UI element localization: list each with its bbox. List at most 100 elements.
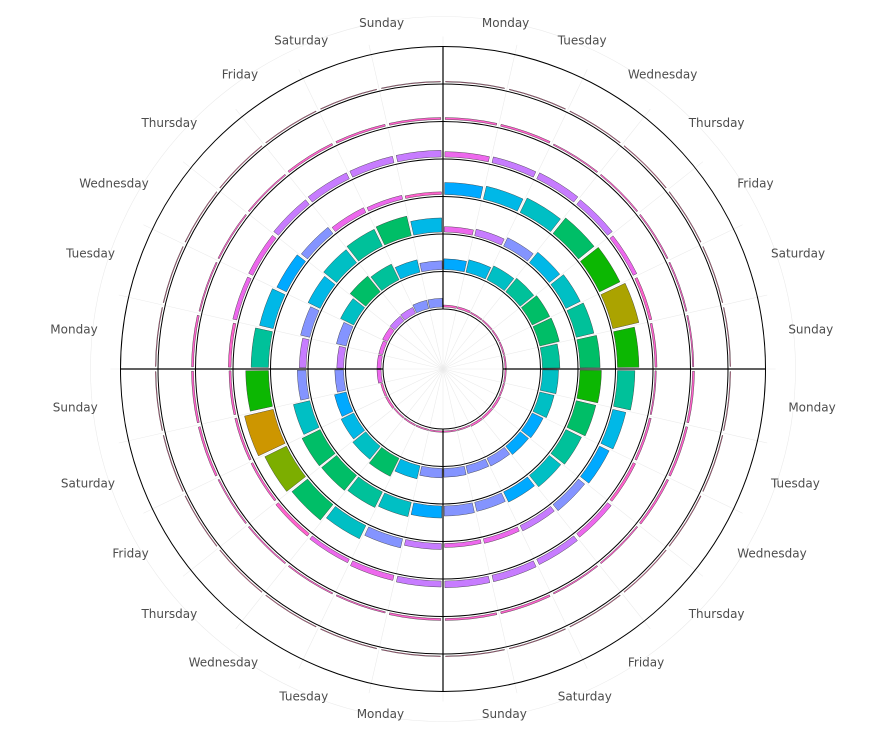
bar-w7-4 bbox=[668, 191, 702, 243]
grid-spoke bbox=[298, 368, 444, 669]
bar-w1-14 bbox=[429, 429, 443, 433]
bar-w5-7 bbox=[649, 370, 657, 415]
bar-w1-24 bbox=[389, 315, 405, 331]
bar-w1-10 bbox=[481, 407, 493, 419]
bar-w5-10 bbox=[576, 502, 612, 538]
bar-w7-27 bbox=[381, 81, 441, 89]
bar-w4-14 bbox=[404, 539, 442, 550]
bar-w2-25 bbox=[370, 263, 400, 291]
bar-w6-2 bbox=[552, 143, 598, 173]
bar-w1-3 bbox=[481, 319, 493, 331]
bar-w5-25 bbox=[307, 172, 350, 203]
bar-w1-26 bbox=[412, 299, 429, 314]
bar-w7-26 bbox=[320, 88, 377, 110]
bar-w7-9 bbox=[668, 495, 702, 547]
bar-w2-19 bbox=[334, 391, 354, 417]
angle-label: Wednesday bbox=[79, 177, 148, 191]
bar-w2-22 bbox=[336, 322, 354, 347]
angle-label: Tuesday bbox=[278, 689, 328, 703]
bar-w6-24 bbox=[247, 173, 287, 213]
bar-w7-7 bbox=[723, 371, 731, 431]
bar-w7-10 bbox=[623, 549, 667, 593]
angle-label: Friday bbox=[737, 177, 773, 191]
grid-spoke bbox=[442, 44, 518, 370]
angle-label: Sunday bbox=[53, 400, 98, 414]
bar-w1-0 bbox=[443, 304, 457, 309]
bar-w5-1 bbox=[491, 156, 537, 178]
bar-w3-8 bbox=[566, 400, 597, 437]
grid-spoke bbox=[442, 368, 768, 444]
bar-w4-3 bbox=[552, 217, 595, 260]
bar-w6-12 bbox=[500, 594, 551, 614]
bar-w7-23 bbox=[184, 191, 218, 243]
bar-w5-0 bbox=[444, 151, 490, 163]
bar-w1-22 bbox=[378, 340, 388, 355]
bar-w5-21 bbox=[228, 322, 237, 368]
grid-spoke bbox=[368, 44, 444, 370]
bar-w2-17 bbox=[352, 431, 381, 460]
bar-w6-26 bbox=[335, 124, 386, 144]
bar-w6-20 bbox=[191, 370, 200, 424]
bars-layer bbox=[155, 81, 731, 657]
grid-spoke bbox=[143, 368, 444, 514]
bar-w4-26 bbox=[366, 195, 403, 212]
angle-label: Friday bbox=[628, 656, 664, 670]
bar-w3-20 bbox=[297, 369, 310, 401]
bar-w4-16 bbox=[326, 506, 367, 540]
bar-w3-6 bbox=[576, 335, 601, 369]
bar-w6-16 bbox=[288, 565, 334, 595]
bar-w5-24 bbox=[273, 199, 310, 236]
bar-w2-11 bbox=[486, 447, 511, 467]
bar-w1-25 bbox=[400, 307, 416, 321]
bar-w6-11 bbox=[552, 565, 598, 595]
grid-spoke bbox=[182, 368, 444, 577]
bar-w6-0 bbox=[444, 117, 498, 126]
bar-w3-0 bbox=[443, 226, 474, 236]
bar-w1-8 bbox=[498, 383, 505, 397]
bar-w1-23 bbox=[382, 327, 395, 342]
angle-label: Monday bbox=[357, 707, 404, 721]
bar-w6-10 bbox=[599, 525, 639, 565]
bar-w5-3 bbox=[576, 199, 613, 236]
bar-w7-11 bbox=[569, 594, 621, 628]
bar-w3-18 bbox=[301, 429, 336, 467]
bar-w6-17 bbox=[247, 525, 287, 565]
bar-w3-15 bbox=[378, 492, 412, 517]
angle-label: Saturday bbox=[771, 247, 825, 261]
bar-w7-16 bbox=[265, 594, 317, 628]
bar-w2-1 bbox=[465, 259, 492, 280]
grid-spoke bbox=[442, 108, 651, 370]
angle-label: Thursday bbox=[140, 607, 197, 621]
angle-label: Friday bbox=[112, 546, 148, 560]
grid-spoke bbox=[442, 368, 588, 669]
bar-w2-15 bbox=[394, 458, 421, 480]
bar-w7-19 bbox=[162, 435, 184, 492]
bar-w5-15 bbox=[350, 560, 395, 581]
bar-w4-27 bbox=[404, 191, 442, 199]
bar-w1-15 bbox=[415, 424, 429, 431]
bar-w4-12 bbox=[483, 526, 520, 544]
grid-spoke bbox=[442, 368, 651, 630]
bar-w1-7 bbox=[503, 369, 507, 383]
bar-w4-6 bbox=[613, 326, 640, 368]
bar-w6-22 bbox=[198, 261, 218, 312]
bar-w1-1 bbox=[457, 306, 471, 314]
bar-w3-22 bbox=[300, 306, 320, 338]
angle-label: Saturday bbox=[558, 689, 612, 703]
bar-w2-21 bbox=[336, 346, 347, 369]
bar-w2-14 bbox=[419, 465, 443, 479]
bar-w3-14 bbox=[410, 502, 443, 519]
bar-w3-27 bbox=[410, 217, 443, 236]
bar-w5-23 bbox=[248, 235, 277, 276]
angle-label: Saturday bbox=[274, 34, 328, 48]
bar-w3-7 bbox=[576, 369, 602, 404]
bar-w7-22 bbox=[162, 246, 184, 303]
bar-w3-5 bbox=[566, 302, 595, 338]
bar-w2-27 bbox=[419, 260, 443, 273]
bar-w5-26 bbox=[349, 155, 395, 178]
bar-w3-21 bbox=[299, 338, 310, 369]
grid-spoke bbox=[118, 294, 444, 370]
bar-w4-23 bbox=[276, 254, 306, 293]
bar-w5-16 bbox=[309, 535, 350, 564]
